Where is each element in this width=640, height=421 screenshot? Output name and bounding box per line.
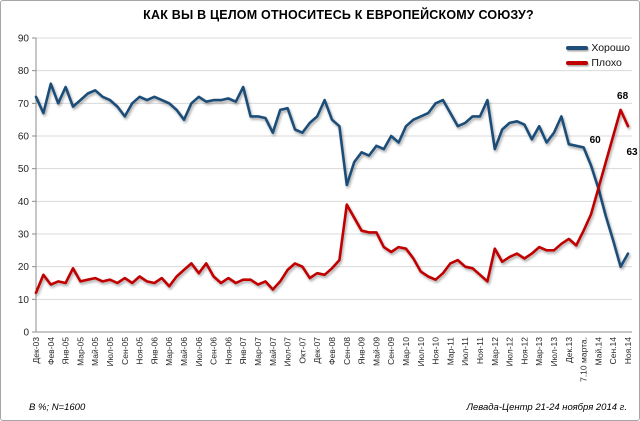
svg-text:Мар-11: Мар-11: [445, 337, 455, 366]
svg-text:Мар-06: Мар-06: [164, 337, 174, 366]
svg-text:Ноя-06: Ноя-06: [223, 337, 233, 365]
svg-text:Янв-06: Янв-06: [149, 337, 159, 365]
legend-item-horosho: Хорошо: [566, 42, 630, 54]
annotations: 60 68 63: [590, 91, 638, 158]
svg-text:Май.14: Май.14: [593, 337, 603, 366]
svg-text:Дек.13: Дек.13: [564, 337, 574, 363]
annotation-60: 60: [590, 135, 602, 146]
annotation-63: 63: [626, 147, 638, 158]
svg-text:Июл-10: Июл-10: [416, 337, 426, 367]
svg-text:Фев-04: Фев-04: [46, 337, 56, 365]
svg-text:Мар-12: Мар-12: [490, 337, 500, 366]
svg-text:Май-06: Май-06: [179, 337, 189, 366]
legend: Хорошо Плохо: [566, 42, 630, 72]
svg-text:Май-05: Май-05: [90, 337, 100, 366]
svg-text:60: 60: [18, 132, 30, 143]
svg-text:Сен-09: Сен-09: [386, 337, 396, 365]
svg-text:Июл-06: Июл-06: [194, 337, 204, 367]
svg-text:90: 90: [18, 34, 30, 45]
svg-text:30: 30: [18, 230, 30, 241]
svg-text:Июл-12: Июл-12: [505, 337, 515, 367]
svg-text:10: 10: [18, 295, 30, 306]
series-line-Хорошо: [34, 82, 630, 269]
legend-item-ploho: Плохо: [566, 57, 630, 69]
svg-text:40: 40: [18, 197, 30, 208]
svg-text:20: 20: [18, 262, 30, 273]
ploho-line-swatch-icon: [566, 61, 589, 65]
svg-text:Ноя-12: Ноя-12: [519, 337, 529, 365]
series-line-Плохо: [34, 108, 630, 295]
svg-text:Мар-07: Мар-07: [253, 337, 263, 366]
svg-text:Мар-13: Мар-13: [534, 337, 544, 366]
svg-text:Сен-05: Сен-05: [120, 337, 130, 365]
svg-text:Ноя.14: Ноя.14: [623, 337, 633, 365]
svg-text:Янв-09: Янв-09: [357, 337, 367, 365]
x-tick-labels: Дек-03 Фев-04 Янв-05 Мар-05 Май-05 Июл-05 Сен-…: [31, 337, 633, 382]
svg-text:7.10 марта.: 7.10 марта.: [579, 337, 589, 382]
axes: [32, 37, 632, 333]
svg-text:Мар-10: Мар-10: [401, 337, 411, 366]
svg-text:Май-09: Май-09: [371, 337, 381, 366]
svg-text:Сен-06: Сен-06: [209, 337, 219, 365]
svg-text:Янв-07: Янв-07: [238, 337, 248, 365]
svg-text:Июл-11: Июл-11: [460, 337, 470, 366]
svg-text:Июл-13: Июл-13: [549, 337, 559, 367]
sample-note: В %; N=1600: [29, 402, 86, 413]
svg-text:Июл-07: Июл-07: [283, 337, 293, 367]
gridlines: [36, 37, 632, 300]
svg-text:Янв-05: Янв-05: [61, 337, 71, 365]
svg-text:Ноя-11: Ноя-11: [475, 337, 485, 364]
legend-label-ploho: Плохо: [591, 57, 622, 69]
svg-text:Фев-08: Фев-08: [327, 337, 337, 365]
legend-label-horosho: Хорошо: [591, 42, 630, 54]
chart-title: КАК ВЫ В ЦЕЛОМ ОТНОСИТЕСЬ К ЕВРОПЕЙСКОМУ…: [143, 8, 534, 22]
horosho-line-swatch-icon: [566, 46, 589, 50]
y-tick-labels: 0 10 20 30 40 50 60 70 80 90: [18, 34, 30, 339]
svg-text:Ноя-05: Ноя-05: [135, 337, 145, 365]
svg-text:50: 50: [18, 164, 30, 175]
svg-text:Июл-05: Июл-05: [105, 337, 115, 367]
svg-text:Ноя-10: Ноя-10: [431, 337, 441, 365]
svg-text:Окт-07: Окт-07: [297, 337, 307, 364]
svg-text:Май-07: Май-07: [268, 337, 278, 366]
svg-text:0: 0: [23, 328, 29, 339]
svg-text:Сен-08: Сен-08: [342, 337, 352, 365]
annotation-68: 68: [617, 91, 629, 102]
svg-text:Сен.14: Сен.14: [608, 337, 618, 365]
svg-text:Дек-07: Дек-07: [312, 337, 322, 364]
svg-text:70: 70: [18, 99, 30, 110]
source-note: Левада-Центр 21-24 ноября 2014 г.: [466, 402, 627, 413]
series-lines: [34, 82, 630, 295]
svg-text:Мар-05: Мар-05: [75, 337, 85, 366]
svg-text:80: 80: [18, 66, 30, 77]
svg-text:Дек-03: Дек-03: [31, 337, 41, 364]
